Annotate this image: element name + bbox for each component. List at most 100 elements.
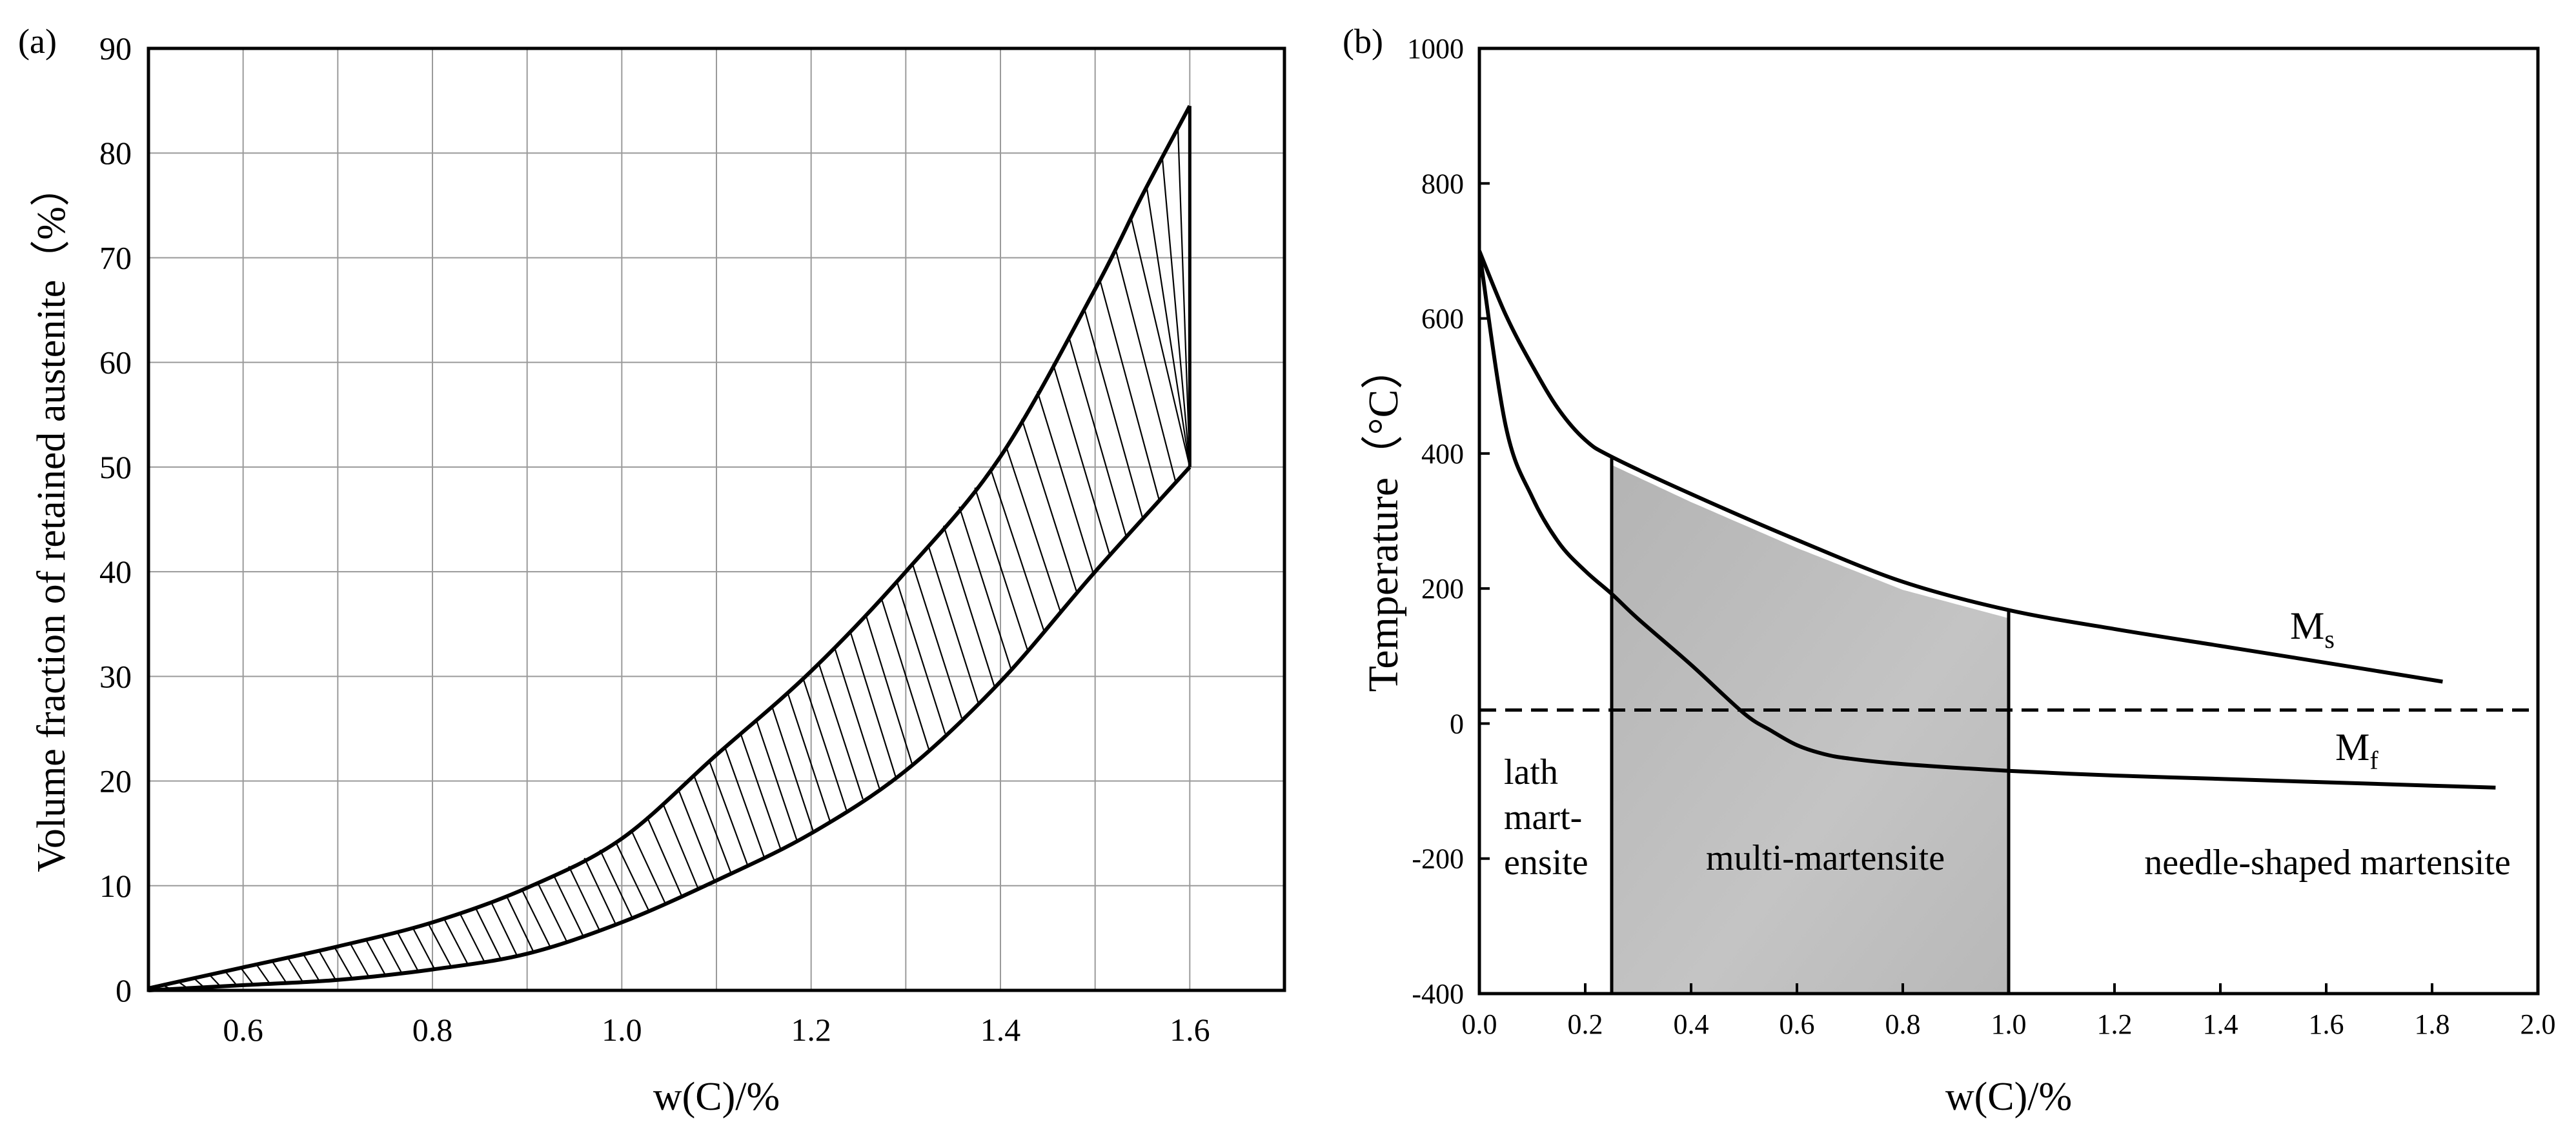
hatch-line [802,677,847,810]
ms-line [1479,250,2443,684]
series-b [1479,250,2538,790]
y-tick-label-a: 90 [99,30,132,66]
x-tick-label-b: 0.0 [1462,1008,1497,1040]
hatch-line [708,761,749,866]
hatch-line [443,917,469,965]
annotations-b: lath mart- ensite multi-martensite needl… [1504,605,2511,883]
hatch-line [1020,418,1078,594]
x-tick-label-b: 0.6 [1780,1008,1815,1040]
lath-label-line1: lath [1504,752,1558,792]
hatch-line [412,927,436,970]
y-tick-label-a: 40 [99,554,132,590]
hatch-line [771,705,815,832]
needle-martensite-label: needle-shaped martensite [2144,843,2511,883]
x-axis-label-a: w(C)/% [653,1075,780,1119]
hatch-line [256,964,270,985]
hatch-line [1037,391,1095,574]
y-axis-label-b: Temperature（°C） [1360,347,1407,692]
x-axis-label-b: w(C)/% [1945,1075,2072,1119]
y-tick-label-a: 80 [99,135,132,171]
panel-label-b: (b) [1343,22,1383,61]
shaded-region-b [1610,457,2011,994]
hatch-line [958,506,1012,670]
x-tick-label-a: 0.6 [223,1012,263,1048]
mf-series-label: Mf [2335,726,2378,775]
hatch-line [240,967,254,985]
hatch-line [521,889,551,947]
hatch-line [614,841,650,911]
hatch-line [349,943,370,977]
ticks-a: 0 10 20 30 40 50 60 70 80 90 0.6 0.8 1.0 1.2 1.4 1.6 [99,30,1210,1048]
hatch-line [849,630,897,777]
hatch-line [740,733,782,849]
y-tick-label-b: 400 [1421,438,1464,470]
hatch-line [818,663,864,799]
plot-frame-a [147,46,1286,992]
hatch-line [1068,336,1128,537]
y-tick-label-b: 600 [1421,303,1464,335]
hatch-line [536,882,567,941]
lath-label-line3: ensite [1504,843,1588,883]
x-tick-label-b: 1.2 [2097,1008,2133,1040]
chart-panel-b: (b) -400 -200 0 200 400 600 800 1000 0.0 0.2 0.4 0.… [1343,22,2556,1119]
hatch-line [1115,248,1177,483]
grid-a [148,48,1284,990]
hatch-line [427,923,452,967]
hatch-line [302,954,320,981]
hatch-line [1146,186,1191,468]
x-tick-label-b: 1.4 [2203,1008,2238,1040]
hatch-line [208,974,221,987]
hatch-line [974,487,1029,651]
hatch-line [474,906,502,959]
hatch-line [365,939,386,976]
x-tick-label-b: 0.4 [1674,1008,1709,1040]
hatch-line [583,857,616,925]
hatch-line [458,912,485,961]
y-tick-label-a: 0 [116,972,132,1008]
mf-line [1479,250,2496,790]
hatch-line [1161,157,1191,467]
y-tick-label-b: -400 [1412,978,1464,1010]
hatch-line [1099,279,1161,501]
x-tick-label-a: 1.4 [980,1012,1021,1048]
hatch-line [1083,308,1144,519]
hatch-line [1130,217,1191,468]
hatch-line [318,950,337,981]
hatch-line [568,865,600,930]
y-tick-label-a: 30 [99,658,132,694]
series-a [148,105,1192,992]
hatch-line [896,581,946,734]
multi-martensite-label: multi-martensite [1706,838,1945,878]
hatch-region-a [162,128,1191,990]
y-tick-label-b: 0 [1450,708,1464,739]
x-tick-label-a: 0.8 [412,1012,453,1048]
y-tick-label-a: 10 [99,868,132,904]
hatch-line [693,774,732,874]
hatch-line [646,816,683,896]
y-tick-label-a: 50 [99,449,132,485]
x-tick-label-a: 1.6 [1170,1012,1210,1048]
y-tick-label-b: 1000 [1407,33,1464,65]
hatch-line [287,957,304,983]
x-tick-label-b: 1.0 [1991,1008,2027,1040]
y-tick-label-a: 60 [99,345,132,381]
hatch-line [786,692,831,821]
hatch-line [724,746,765,857]
hatch-line [755,719,798,841]
x-tick-label-b: 2.0 [2520,1008,2556,1040]
y-tick-label-b: 800 [1421,168,1464,199]
hatch-line [911,563,962,719]
ticks-b: -400 -200 0 200 400 600 800 1000 0.0 0.2 0.4 0.6 0.8… [1407,33,2556,1040]
hatch-line [599,849,633,918]
x-tick-label-b: 1.6 [2309,1008,2344,1040]
hatch-line [864,614,913,765]
lower-bound-line [148,465,1192,992]
x-tick-label-b: 1.8 [2415,1008,2450,1040]
hatch-line [1177,128,1191,467]
hatch-line [490,901,518,956]
y-tick-label-a: 70 [99,239,132,275]
hatch-line [334,947,353,979]
hatch-line [396,931,419,972]
ms-series-label: Ms [2290,605,2335,654]
